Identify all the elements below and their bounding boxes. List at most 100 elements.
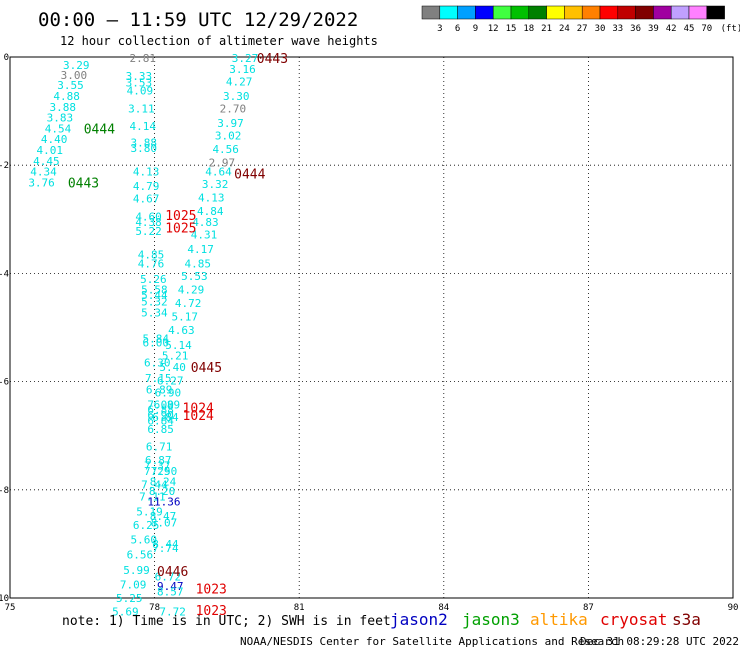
- wave-height-label: 3.97: [217, 117, 244, 130]
- x-tick-label: 81: [294, 603, 305, 613]
- legend-bin-label: 9: [473, 24, 478, 34]
- wave-height-label: 6.88: [147, 404, 174, 417]
- wave-height-label: 5.53: [181, 270, 208, 283]
- legend-swatch: [546, 5, 565, 20]
- legend-swatch: [421, 5, 441, 20]
- wave-height-label: 4.63: [168, 324, 195, 337]
- plot-frame: [9, 56, 734, 599]
- legend-bin-label: 24: [559, 24, 570, 34]
- x-tick-label: 75: [5, 603, 16, 613]
- wave-height-label: 4.67: [133, 193, 160, 206]
- wave-height-label: 7.15: [145, 372, 172, 385]
- legend-bin-label: 36: [630, 24, 641, 34]
- legend-swatch: [528, 5, 547, 20]
- wave-height-label: 2.81: [130, 52, 157, 65]
- satellite-name-cryosat: cryosat: [600, 610, 667, 629]
- x-tick-label: 78: [149, 603, 160, 613]
- wave-height-label: 4.76: [138, 258, 165, 271]
- wave-height-label: 4.29: [178, 284, 205, 297]
- legend-swatch: [510, 5, 530, 20]
- legend-swatch: [670, 5, 690, 20]
- y-tick-label: -4: [0, 269, 9, 279]
- wave-height-label: 7.44: [141, 478, 168, 491]
- wave-height-label: 8.44: [152, 538, 179, 551]
- legend-swatch: [492, 5, 512, 20]
- pass-time-label: 0445: [191, 361, 222, 376]
- wave-height-label: 5.60: [131, 534, 158, 547]
- wave-height-label: 3.88: [50, 101, 77, 114]
- wave-height-label: 9.47: [157, 580, 184, 593]
- pass-time-label: 0446: [157, 565, 188, 580]
- wave-height-label: 4.79: [133, 180, 160, 193]
- wave-height-label: 8.20: [149, 485, 176, 498]
- wave-height-label: 4.88: [53, 90, 80, 103]
- wave-height-label: 5.58: [141, 284, 168, 297]
- wave-height-label: 6.00: [143, 337, 170, 350]
- legend-swatch: [599, 5, 619, 20]
- satellite-legend: jason2 jason3 altika cryosat s3a: [390, 610, 701, 629]
- wave-height-label: 5.40: [159, 361, 186, 374]
- wave-height-label: 3.30: [223, 90, 250, 103]
- wave-height-label: 3.29: [63, 59, 90, 72]
- y-tick-label: -8: [0, 486, 9, 496]
- legend-bin-label: 27: [577, 24, 588, 34]
- wave-height-label: 5.99: [123, 564, 149, 577]
- wave-height-label: 3.16: [229, 63, 256, 76]
- wave-height-label: 8.24: [150, 476, 177, 489]
- pass-time-label: 1025: [165, 209, 196, 224]
- legend-bin-label: 39: [648, 24, 659, 34]
- legend-swatch: [706, 5, 725, 20]
- wave-height-label: 5.21: [162, 350, 189, 363]
- wave-height-label: 3.55: [57, 79, 84, 92]
- wave-height-label: 6.89: [154, 398, 181, 411]
- grid-lines: [10, 57, 733, 598]
- wave-height-label: 6.85: [147, 423, 174, 436]
- wave-height-label: 4.60: [135, 211, 162, 224]
- legend-swatch: [581, 5, 601, 20]
- pass-time-label: 0444: [234, 167, 265, 182]
- legend-swatch: [475, 5, 494, 20]
- wave-height-label: 4.31: [191, 228, 218, 241]
- legend-bin-label: 15: [506, 24, 517, 34]
- legend-unit: (ft): [721, 24, 740, 34]
- legend-bin-label: 45: [684, 24, 695, 34]
- pass-time-label: 1023: [196, 604, 227, 619]
- wave-height-label: 5.17: [171, 311, 198, 324]
- wave-height-label: 3.33: [126, 70, 152, 83]
- wave-height-label: 2.70: [220, 102, 247, 115]
- wave-height-label: 3.27: [232, 52, 259, 65]
- wave-height-label: 7.29: [144, 465, 171, 478]
- wave-height-label: 11.36: [147, 496, 180, 509]
- wave-height-label: 6.87: [145, 454, 172, 467]
- wave-height-label: 4.85: [138, 248, 165, 261]
- wave-height-label: 5.84: [143, 332, 170, 345]
- wave-height-label: 4.56: [212, 143, 239, 156]
- legend-bin-label: 12: [488, 24, 499, 34]
- wave-height-label: 6.90: [147, 409, 174, 422]
- wave-height-label: 6.90: [155, 386, 182, 399]
- wave-height-label: 4.54: [45, 122, 72, 135]
- pass-time-label: 0444: [84, 122, 115, 137]
- pass-time-label: 1024: [183, 402, 214, 417]
- wave-height-label: 7.72: [159, 606, 186, 619]
- wave-height-label: 4.83: [192, 216, 219, 229]
- wave-height-label: 5.19: [136, 505, 163, 518]
- wave-height-label: 4.17: [187, 243, 214, 256]
- wave-height-label: 7.74: [152, 542, 179, 555]
- legend-swatch: [688, 5, 708, 20]
- chart-title: 00:00 – 11:59 UTC 12/29/2022: [38, 9, 358, 31]
- wave-height-label: 6.27: [157, 375, 184, 388]
- footer-timestamp: Dec 31 08:29:28 UTC 2022: [580, 635, 739, 648]
- legend-swatch: [439, 5, 458, 20]
- x-tick-label: 84: [438, 603, 449, 613]
- wave-height-label: 4.27: [226, 75, 253, 88]
- wave-height-label: 5.14: [165, 339, 192, 352]
- satellite-name-altika: altika: [530, 610, 588, 629]
- wave-height-label: 2.97: [209, 156, 236, 169]
- y-tick-label: -2: [0, 161, 9, 171]
- footer-note: note: 1) Time is in UTC; 2) SWH is in fe…: [62, 614, 391, 629]
- wave-height-label: 4.84: [197, 205, 224, 218]
- wave-height-label: 4.85: [184, 258, 211, 271]
- wave-height-label: 6.30: [144, 357, 171, 370]
